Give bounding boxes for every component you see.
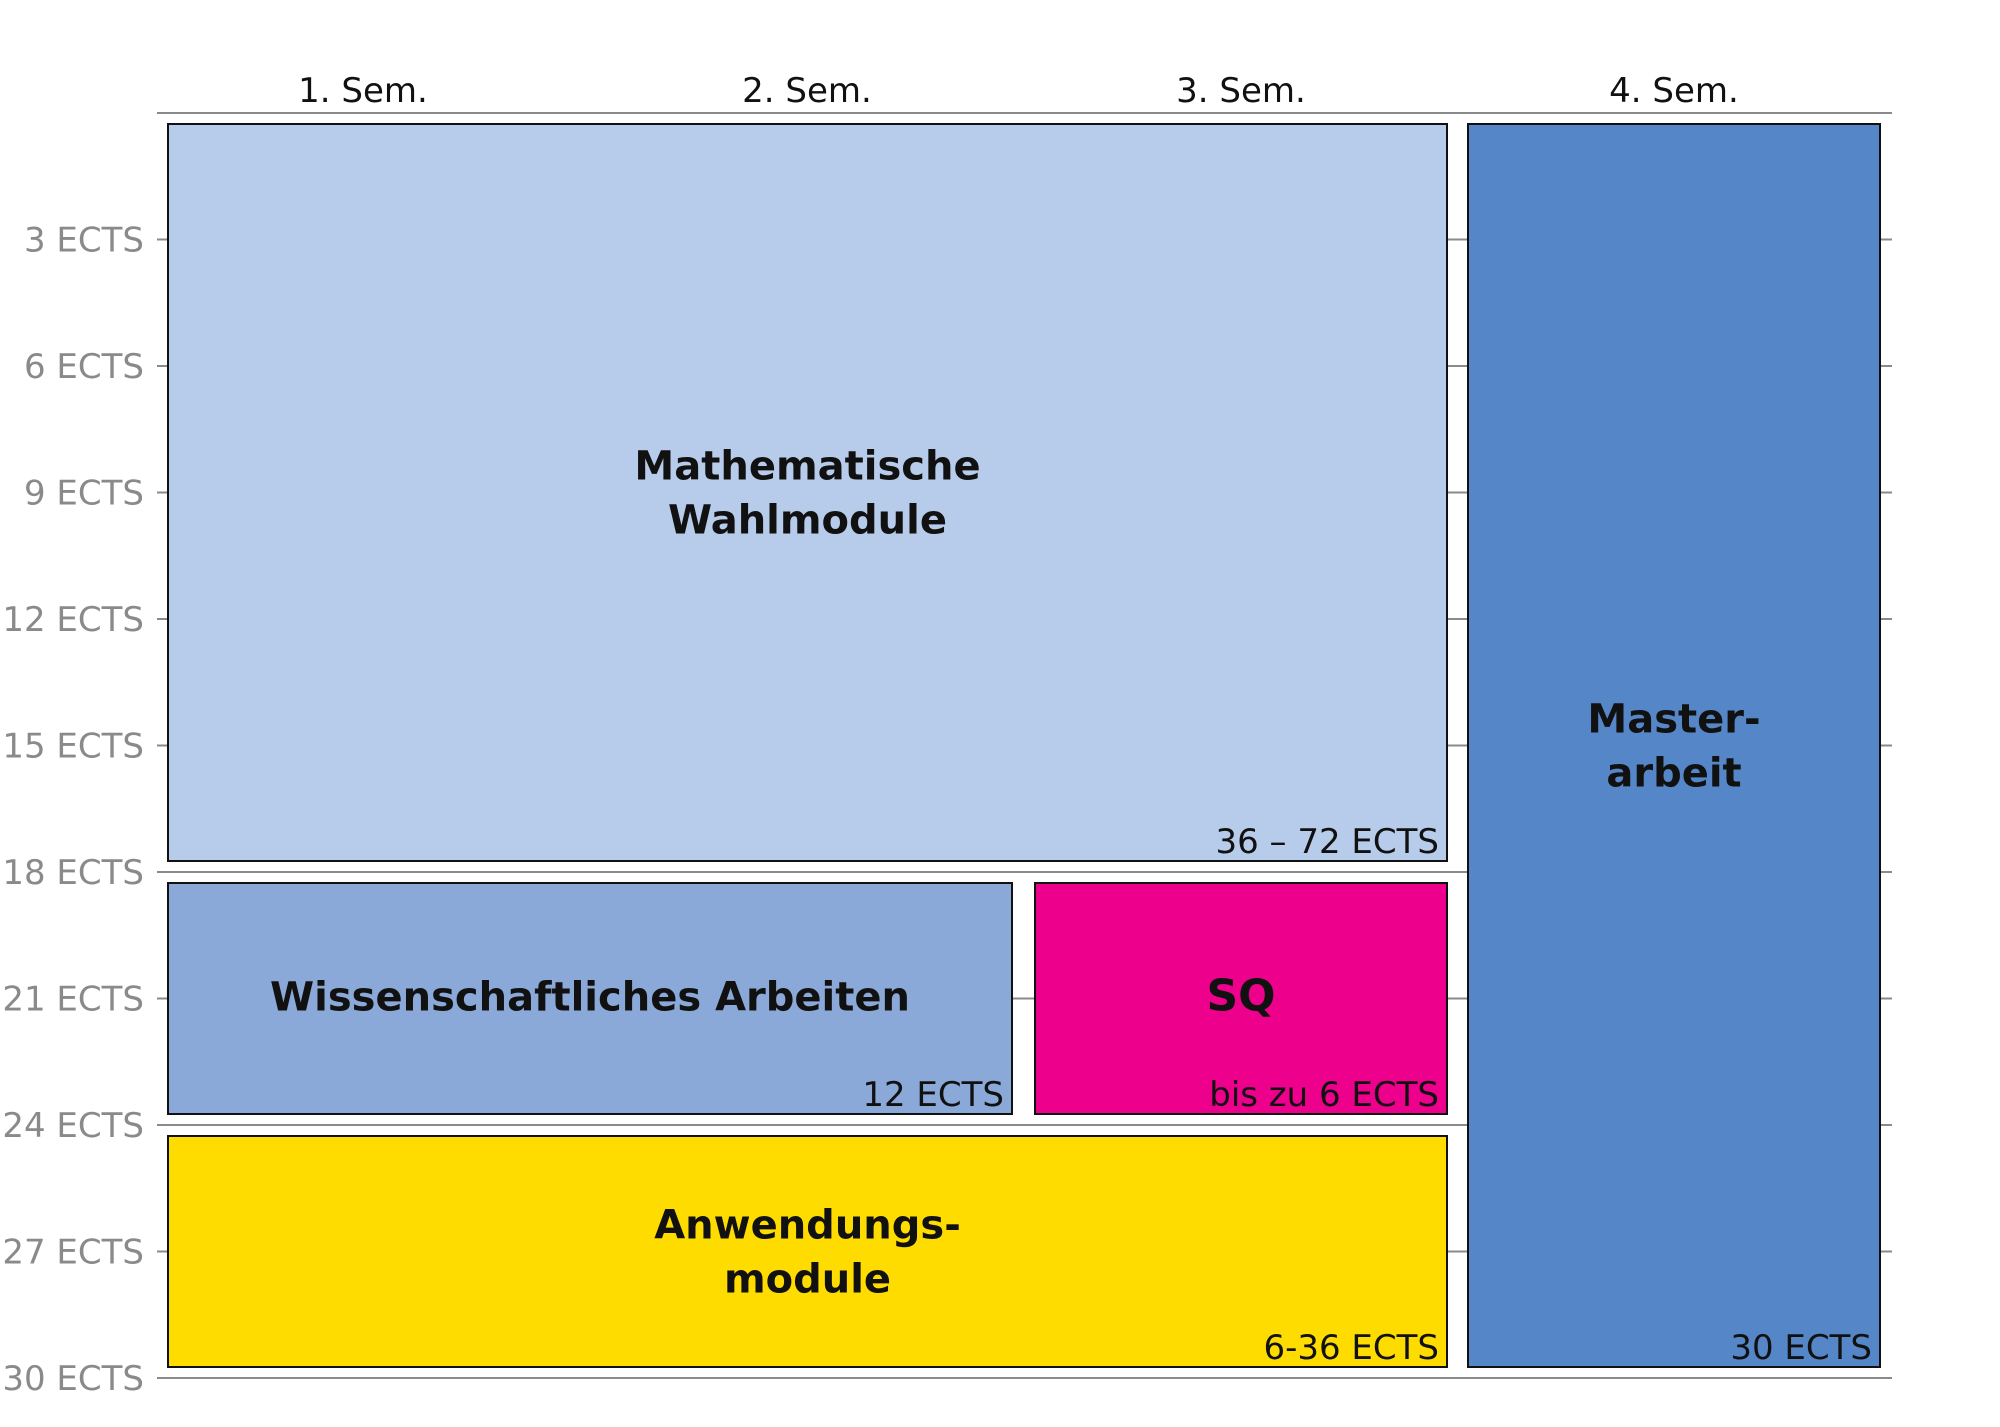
- y-axis-label: 6 ECTS: [24, 347, 144, 387]
- anwendungsmodule-block: [167, 1135, 1448, 1368]
- wissenschaftliches-arbeiten-title: Wissenschaftliches Arbeiten: [270, 975, 910, 1021]
- mathematische-wahlmodule-ects-label: 36 – 72 ECTS: [1215, 822, 1439, 862]
- semester-label: 2. Sem.: [742, 71, 872, 111]
- masterarbeit-title: Master-: [1587, 697, 1760, 743]
- anwendungsmodule-title: Anwendungs-: [654, 1203, 961, 1249]
- y-axis-label: 12 ECTS: [2, 600, 144, 640]
- masterarbeit-title: arbeit: [1606, 751, 1741, 797]
- masterarbeit-block: [1467, 123, 1881, 1368]
- y-axis-label: 27 ECTS: [2, 1233, 144, 1273]
- sq-block: [1034, 882, 1448, 1115]
- y-axis-label: 3 ECTS: [24, 221, 144, 261]
- semester-label: 1. Sem.: [298, 71, 428, 111]
- sq-ects-label: bis zu 6 ECTS: [1209, 1075, 1439, 1115]
- sq-title: SQ: [1206, 971, 1275, 1022]
- mathematische-wahlmodule-title: Wahlmodule: [668, 498, 947, 544]
- y-axis-label: 30 ECTS: [2, 1359, 144, 1399]
- anwendungsmodule-ects-label: 6-36 ECTS: [1263, 1328, 1439, 1368]
- semester-label: 3. Sem.: [1176, 71, 1306, 111]
- mathematische-wahlmodule-title: Mathematische: [634, 444, 980, 490]
- y-axis-label: 9 ECTS: [24, 474, 144, 514]
- semester-label: 4. Sem.: [1609, 71, 1739, 111]
- y-axis-label: 15 ECTS: [2, 727, 144, 767]
- y-axis-label: 18 ECTS: [2, 853, 144, 893]
- y-axis-label: 21 ECTS: [2, 980, 144, 1020]
- anwendungsmodule-title: module: [724, 1257, 891, 1303]
- wissenschaftliches-arbeiten-block: [167, 882, 1013, 1115]
- masterarbeit-ects-label: 30 ECTS: [1730, 1328, 1872, 1368]
- wissenschaftliches-arbeiten-ects-label: 12 ECTS: [862, 1075, 1004, 1115]
- y-axis-label: 24 ECTS: [2, 1106, 144, 1146]
- mathematische-wahlmodule-block: [167, 123, 1448, 862]
